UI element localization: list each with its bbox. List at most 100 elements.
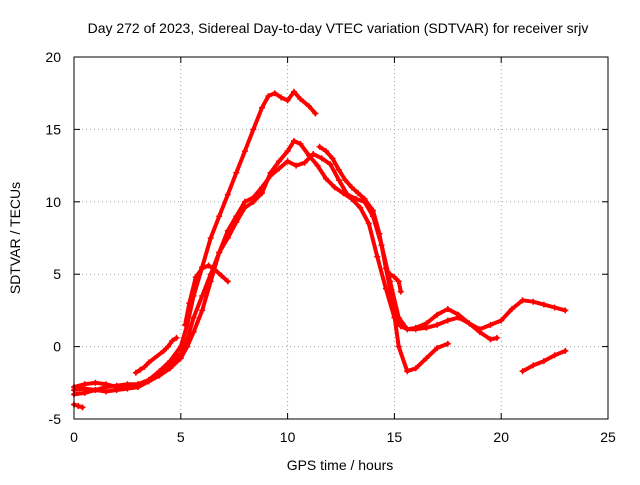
data-point <box>169 337 176 344</box>
data-point <box>340 190 347 197</box>
y-tick-label: -5 <box>49 411 62 427</box>
data-point <box>323 148 329 155</box>
data-point <box>444 306 451 312</box>
series-track-5 <box>182 262 231 328</box>
data-point <box>186 300 193 307</box>
data-point <box>190 314 197 321</box>
data-point <box>493 334 500 341</box>
data-point <box>530 298 537 305</box>
data-point <box>132 369 139 376</box>
data-point <box>412 365 419 372</box>
data-point <box>291 88 297 95</box>
data-point <box>291 138 297 144</box>
data-point <box>444 317 451 324</box>
y-axis-label: SDTVAR / TECUs <box>7 182 23 294</box>
y-tick-label: 0 <box>53 339 61 355</box>
series-track-6 <box>387 271 404 295</box>
x-tick-label: 5 <box>177 429 185 445</box>
data-point <box>184 336 191 343</box>
y-tick-label: 20 <box>45 49 61 65</box>
data-point <box>276 158 283 165</box>
axis-ticks: 0 5 10 15 20 25 -5 0 5 10 15 20 <box>45 49 616 445</box>
data-point <box>177 343 184 350</box>
data-point <box>342 177 349 184</box>
data-point <box>205 262 212 269</box>
data-point <box>192 274 199 281</box>
data-point <box>241 204 248 211</box>
y-tick-label: 5 <box>53 266 61 282</box>
data-point <box>271 90 278 97</box>
data-point <box>190 329 197 336</box>
data-point <box>335 166 342 173</box>
data-point <box>92 379 99 386</box>
data-point <box>218 272 225 279</box>
data-point <box>301 159 308 166</box>
data-point <box>167 358 174 365</box>
data-point <box>278 94 285 101</box>
y-tick-label: 15 <box>45 121 61 137</box>
data-point <box>434 345 441 351</box>
data-point <box>455 311 462 318</box>
data-point <box>177 350 184 357</box>
data-point <box>293 162 300 169</box>
data-point <box>551 304 558 311</box>
data-point <box>259 104 265 111</box>
data-point <box>551 352 558 359</box>
data-point <box>327 161 334 168</box>
data-point <box>199 307 206 314</box>
data-point <box>476 329 483 336</box>
data-point <box>466 320 473 327</box>
data-point <box>376 230 383 237</box>
data-point <box>318 155 325 162</box>
data-point <box>199 292 206 299</box>
data-point <box>124 381 131 388</box>
data-point <box>357 204 364 211</box>
data-point <box>224 191 231 198</box>
data-point <box>434 311 441 318</box>
data-point <box>259 190 265 197</box>
y-tick-label: 10 <box>45 194 61 210</box>
data-point <box>241 198 248 205</box>
data-point <box>355 190 362 197</box>
data-point <box>382 265 389 272</box>
data-point <box>404 368 411 375</box>
data-point <box>519 297 526 304</box>
data-point <box>224 278 231 285</box>
data-point <box>540 358 547 365</box>
data-point <box>508 306 515 312</box>
data-point <box>562 307 569 314</box>
data-point <box>412 324 419 331</box>
data-point <box>395 278 402 285</box>
data-point <box>397 323 404 330</box>
x-tick-label: 20 <box>493 429 509 445</box>
x-tick-label: 15 <box>387 429 403 445</box>
data-point <box>207 271 214 278</box>
x-tick-label: 25 <box>600 429 616 445</box>
data-point <box>216 213 223 220</box>
data-point <box>241 148 248 155</box>
data-point <box>306 103 312 110</box>
data-point <box>487 336 494 343</box>
data-point <box>233 219 240 226</box>
series-trace <box>183 263 230 327</box>
data-point <box>145 359 152 366</box>
data-point <box>207 235 214 241</box>
series-track-9 <box>519 347 569 375</box>
data-point <box>444 340 451 347</box>
data-point <box>216 249 223 256</box>
series-track-3 <box>71 88 319 398</box>
data-point <box>323 175 329 182</box>
data-point <box>250 126 257 133</box>
plot-frame <box>73 56 609 420</box>
data-point <box>284 158 291 165</box>
data-point <box>173 334 180 341</box>
data-point <box>365 220 372 227</box>
data-point <box>487 321 494 328</box>
data-point <box>316 143 323 150</box>
data-point <box>423 320 430 327</box>
x-axis-label: GPS time / hours <box>287 457 394 473</box>
data-point <box>389 297 396 304</box>
data-point <box>562 347 569 354</box>
data-point <box>224 235 231 241</box>
